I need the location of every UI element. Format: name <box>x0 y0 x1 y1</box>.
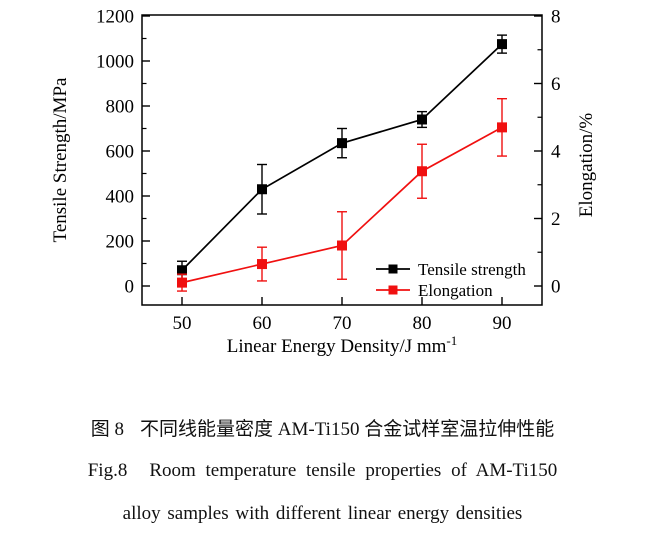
caption-chinese: 图 8 不同线能量密度 AM-Ti150 合金试样室温拉伸性能 <box>0 414 645 441</box>
svg-text:200: 200 <box>106 232 135 253</box>
data-point-marker <box>337 138 347 149</box>
caption-english-line1: Fig.8 Room temperature tensile propertie… <box>0 460 645 482</box>
caption-zh-text: 不同线能量密度 AM-Ti150 合金试样室温拉伸性能 <box>140 419 555 440</box>
data-point-marker <box>337 240 347 251</box>
legend-label: Elongation <box>418 281 493 300</box>
svg-text:6: 6 <box>551 74 561 95</box>
caption-english-line2: alloy samples with different linear ener… <box>0 503 645 525</box>
right-axis-title: Elongation/% <box>576 113 597 218</box>
legend: Tensile strength Elongation <box>376 260 526 300</box>
svg-text:600: 600 <box>106 142 135 163</box>
svg-text:70: 70 <box>333 313 352 334</box>
svg-text:1000: 1000 <box>96 52 134 73</box>
data-point-marker <box>417 114 427 125</box>
svg-text:0: 0 <box>125 277 135 298</box>
svg-text:2: 2 <box>551 209 561 230</box>
right-axis: 0 2 4 6 8 <box>534 7 561 298</box>
caption-zh-label: 图 8 <box>90 419 125 440</box>
data-point-marker <box>257 259 267 270</box>
svg-text:60: 60 <box>253 313 272 334</box>
data-point-marker <box>257 184 267 195</box>
x-axis-title: Linear Energy Density/J mm-1 <box>227 333 458 357</box>
legend-marker <box>388 285 398 295</box>
legend-label: Tensile strength <box>418 260 526 279</box>
data-point-marker <box>177 277 187 288</box>
svg-text:0: 0 <box>551 277 561 298</box>
caption-en-text2: alloy samples with different linear ener… <box>122 503 523 524</box>
svg-text:50: 50 <box>173 313 192 334</box>
caption-en-text: Room temperature tensile properties of A… <box>149 460 558 481</box>
data-point-marker <box>497 122 507 133</box>
svg-text:90: 90 <box>493 313 512 334</box>
svg-text:80: 80 <box>413 313 432 334</box>
x-axis: 50 60 70 80 90 <box>173 297 512 334</box>
svg-text:400: 400 <box>106 187 135 208</box>
left-axis: 0 200 400 600 800 1000 1200 <box>96 7 150 298</box>
left-axis-title: Tensile Strength/MPa <box>50 77 71 242</box>
data-point-marker <box>497 39 507 50</box>
series-elongation <box>177 97 507 292</box>
svg-text:1200: 1200 <box>96 7 134 28</box>
data-point-marker <box>417 166 427 177</box>
svg-text:800: 800 <box>106 97 135 118</box>
svg-text:8: 8 <box>551 7 561 28</box>
svg-text:4: 4 <box>551 142 561 163</box>
legend-marker <box>388 264 398 274</box>
data-point-marker <box>177 265 187 276</box>
tensile-elongation-chart: 0 200 400 600 800 1000 1200 0 2 4 6 8 50 60 70 80 90 Tens… <box>50 7 597 358</box>
caption-en-label: Fig.8 <box>87 460 128 481</box>
